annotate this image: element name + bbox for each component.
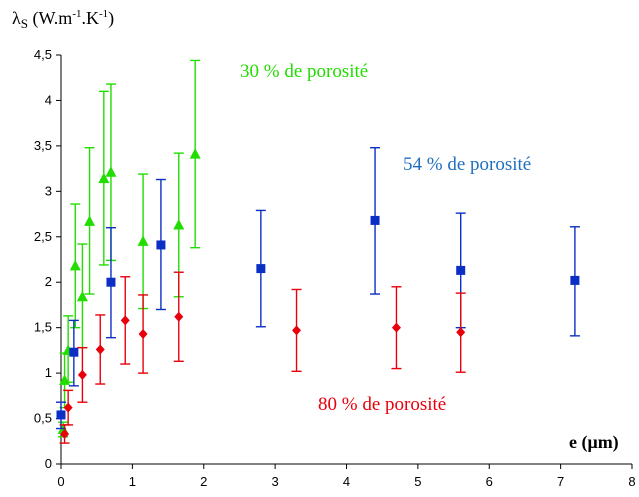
y-tick-label: 3 [45, 183, 52, 198]
y-tick-label: 1 [45, 365, 52, 380]
annotation-54-porosite: 54 % de porosité [403, 154, 531, 175]
y-tick-label: 4,5 [34, 47, 52, 62]
y-tick-label: 4 [45, 92, 52, 107]
data-point-triangle [84, 215, 96, 226]
x-tick-label: 0 [57, 474, 64, 489]
data-point-triangle [105, 166, 117, 177]
data-point-diamond [456, 327, 466, 338]
data-point-triangle [69, 259, 81, 271]
data-point-square [106, 277, 116, 287]
data-point-triangle [76, 290, 88, 302]
data-point-triangle [173, 218, 185, 230]
series-layer [56, 59, 580, 444]
data-point-triangle [189, 148, 201, 159]
data-point-square [370, 215, 380, 225]
x-tick-label: 3 [272, 474, 279, 489]
data-point-diamond [77, 369, 87, 380]
y-axis-title: λS (W.m-1.K-1) [12, 8, 114, 31]
x-tick-label: 2 [200, 474, 207, 489]
data-point-diamond [60, 429, 70, 440]
data-point-diamond [292, 325, 302, 336]
y-tick-label: 0 [45, 456, 52, 471]
series-square [56, 147, 580, 430]
data-point-square [456, 265, 466, 275]
data-point-square [56, 410, 66, 420]
axes: 0 0,5 1 1,5 2 2,5 3 3,5 4 4,5 0 1 2 3 4 5 6 7 8 [34, 47, 636, 489]
data-point-square [69, 347, 79, 357]
x-tick-label: 7 [557, 474, 564, 489]
x-tick-label: 8 [628, 474, 635, 489]
data-point-triangle [137, 235, 149, 246]
data-point-square [570, 275, 580, 285]
series-diamond [59, 271, 466, 444]
data-point-diamond [138, 329, 148, 340]
y-tick-label: 2 [45, 274, 52, 289]
data-point-triangle [98, 172, 110, 184]
x-tick-label: 1 [129, 474, 136, 489]
x-tick-label: 5 [414, 474, 421, 489]
y-tick-label: 1,5 [34, 320, 52, 335]
data-point-diamond [174, 311, 184, 322]
x-axis-title: e (μm) [569, 432, 619, 453]
y-tick-label: 0,5 [34, 411, 52, 426]
data-point-diamond [63, 402, 73, 413]
data-point-diamond [95, 344, 105, 355]
y-tick-label: 2,5 [34, 229, 52, 244]
data-point-diamond [391, 322, 401, 333]
series-triangle [57, 59, 201, 438]
x-tick-label: 4 [343, 474, 350, 489]
data-point-square [256, 264, 266, 274]
x-tick-label: 6 [486, 474, 493, 489]
y-tick-label: 3,5 [34, 138, 52, 153]
data-point-diamond [120, 315, 130, 326]
annotation-30-porosite: 30 % de porosité [240, 61, 368, 82]
annotation-80-porosite: 80 % de porosité [318, 394, 446, 415]
data-point-square [156, 240, 166, 250]
